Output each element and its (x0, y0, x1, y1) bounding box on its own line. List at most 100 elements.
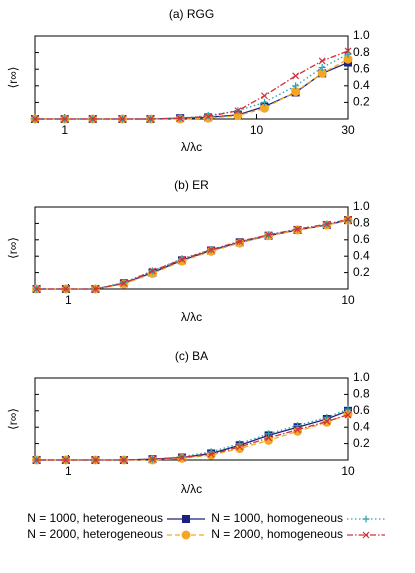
marker (292, 82, 300, 90)
y-tick-label: 0.2 (353, 95, 370, 109)
marker (120, 456, 128, 464)
series-line (36, 219, 349, 290)
x-axis-label: λ/λc (181, 482, 202, 496)
marker (318, 64, 326, 72)
y-tick-label: 0.4 (353, 248, 370, 262)
x-tick-label: 1 (65, 293, 72, 307)
marker (344, 47, 352, 55)
y-tick-label: 0.8 (353, 387, 370, 401)
chart-title: (b) ER (174, 178, 209, 192)
x-axis-label: λ/λc (181, 310, 202, 324)
marker (204, 113, 212, 120)
y-axis-label: ⟨r∞⟩ (6, 67, 20, 89)
legend-marker (362, 531, 370, 539)
y-tick-label: 0.4 (353, 419, 370, 433)
legend-label: N = 1000, homogeneous (211, 511, 343, 525)
marker (178, 454, 186, 461)
marker (62, 285, 70, 293)
marker (291, 87, 301, 97)
marker (294, 422, 302, 430)
marker (33, 285, 41, 293)
marker (318, 57, 326, 65)
marker (344, 405, 352, 413)
marker (265, 231, 272, 239)
marker (236, 440, 244, 448)
plot-frame (34, 377, 349, 461)
marker (33, 456, 41, 464)
marker (292, 72, 300, 80)
series-line (35, 61, 349, 120)
y-tick-label: 0.4 (353, 78, 370, 92)
y-tick-label: 0.8 (353, 45, 370, 59)
legend-label: N = 2000, heterogeneous (27, 527, 163, 541)
marker (236, 443, 244, 451)
marker (149, 455, 156, 463)
legend-label: N = 2000, homogeneous (211, 527, 343, 541)
x-tick-label: 10 (341, 464, 355, 478)
series-line (35, 50, 349, 120)
marker (61, 115, 69, 123)
marker (294, 426, 301, 434)
marker (344, 411, 352, 419)
y-tick-label: 0.2 (353, 265, 370, 279)
marker (149, 267, 156, 275)
marker (92, 456, 99, 464)
y-tick-label: 1.0 (353, 199, 370, 213)
y-tick-label: 1.0 (353, 28, 370, 42)
marker (147, 115, 154, 123)
x-tick-label: 10 (341, 293, 355, 307)
marker (323, 220, 331, 228)
marker (323, 413, 331, 421)
y-axis-label: ⟨r∞⟩ (6, 237, 20, 259)
x-axis-label: λ/λc (181, 140, 202, 154)
marker (92, 285, 99, 293)
chart-title: (a) RGG (169, 7, 214, 21)
marker (344, 215, 352, 223)
marker (235, 444, 245, 454)
legend-marker (362, 515, 370, 523)
y-tick-label: 0.6 (353, 403, 370, 417)
series-line (36, 218, 349, 290)
y-tick-label: 0.6 (353, 232, 370, 246)
x-tick-label: 30 (341, 123, 355, 137)
marker (260, 98, 268, 106)
y-tick-label: 0.6 (353, 61, 370, 75)
marker (89, 115, 97, 123)
marker (234, 107, 242, 115)
marker (343, 54, 353, 64)
marker (265, 434, 272, 442)
plot-frame (34, 206, 349, 290)
marker (344, 50, 352, 58)
chart-title: (c) BA (175, 349, 208, 363)
marker (236, 238, 244, 245)
series-line (36, 408, 349, 461)
legend-marker (182, 515, 190, 523)
legend-marker (181, 530, 191, 540)
marker (31, 115, 39, 123)
series-line (36, 414, 349, 461)
marker (317, 68, 327, 78)
marker (261, 92, 268, 100)
marker (323, 418, 331, 425)
marker (207, 450, 215, 458)
y-axis-label: ⟨r∞⟩ (6, 408, 20, 430)
x-tick-label: 10 (250, 123, 264, 137)
series-line (36, 410, 349, 461)
marker (259, 103, 269, 113)
marker (265, 430, 273, 438)
y-tick-label: 1.0 (353, 370, 370, 384)
marker (176, 114, 184, 122)
legend-label: N = 1000, heterogeneous (27, 511, 163, 525)
y-tick-label: 0.2 (353, 436, 370, 450)
marker (62, 456, 70, 464)
marker (294, 225, 301, 233)
marker (207, 246, 215, 254)
y-tick-label: 0.8 (353, 216, 370, 230)
series-line (35, 53, 349, 120)
x-tick-label: 1 (61, 123, 68, 137)
series-line (36, 413, 349, 461)
plot-frame (34, 35, 349, 120)
x-tick-label: 1 (65, 464, 72, 478)
marker (120, 279, 128, 287)
